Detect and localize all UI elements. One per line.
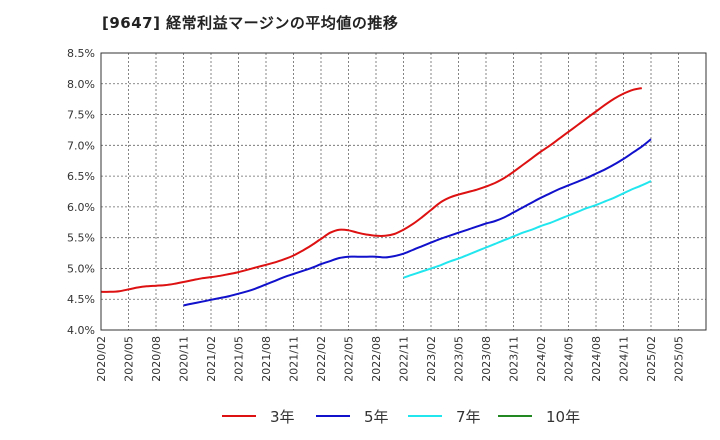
legend-label-5y: 5年 (364, 407, 389, 426)
y-tick-label: 8.5% (67, 47, 95, 60)
x-tick-label: 2023/05 (453, 336, 466, 382)
x-tick-label: 2022/02 (315, 336, 328, 382)
legend-swatch-7y (408, 415, 442, 417)
x-tick-label: 2020/05 (123, 336, 136, 382)
x-tick-label: 2021/02 (205, 336, 218, 382)
legend-label-3y: 3年 (270, 407, 295, 426)
grid (101, 52, 706, 331)
x-tick-label: 2024/05 (563, 336, 576, 382)
x-tick-label: 2023/11 (508, 336, 521, 382)
legend-item-5y: 5年 (316, 404, 389, 428)
series-line-1 (100, 87, 642, 293)
x-tick-label: 2021/11 (288, 336, 301, 382)
chart-title: [9647] 経常利益マージンの平均値の推移 (102, 14, 399, 32)
legend-item-7y: 7年 (408, 404, 481, 428)
x-tick-label: 2025/05 (673, 336, 686, 382)
plot-border (100, 52, 707, 331)
x-tick-label: 2024/11 (618, 336, 631, 382)
legend-swatch-10y (498, 415, 532, 417)
x-tick-label: 2020/11 (178, 336, 191, 382)
x-tick-label: 2021/08 (260, 336, 273, 382)
x-tick-label: 2022/05 (343, 336, 356, 382)
x-tick-label: 2023/02 (425, 336, 438, 382)
x-tick-label: 2024/02 (535, 336, 548, 382)
x-tick-label: 2021/05 (233, 336, 246, 382)
legend-item-3y: 3年 (222, 404, 295, 428)
y-tick-label: 8.0% (67, 78, 95, 91)
y-tick-label: 4.0% (67, 324, 95, 337)
legend-item-10y: 10年 (498, 404, 580, 428)
x-axis-ticks: 2020/02 2020/05 2020/08 2020/11 2021/02 2021/… (95, 336, 686, 382)
legend: 3年 5年 7年 10年 (0, 404, 720, 428)
y-tick-label: 6.5% (67, 170, 95, 183)
x-tick-label: 2020/08 (150, 336, 163, 382)
y-tick-label: 7.5% (67, 109, 95, 122)
legend-swatch-5y (316, 415, 350, 417)
x-tick-label: 2022/08 (370, 336, 383, 382)
x-tick-label: 2023/08 (480, 336, 493, 382)
legend-swatch-3y (222, 415, 256, 417)
legend-label-7y: 7年 (456, 407, 481, 426)
x-tick-label: 2024/08 (590, 336, 603, 382)
series-line-3 (403, 180, 652, 279)
y-tick-label: 5.0% (67, 262, 95, 275)
x-tick-label: 2020/02 (95, 336, 108, 382)
y-tick-label: 7.0% (67, 139, 95, 152)
legend-label-10y: 10年 (546, 407, 581, 426)
series-line-2 (183, 138, 652, 307)
x-tick-label: 2022/11 (398, 336, 411, 382)
y-axis-ticks: 8.5% 8.0% 7.5% 7.0% 6.5% 6.0% 5.5% 5.0% 4.5% 4.0% (67, 47, 95, 337)
y-tick-label: 4.5% (67, 293, 95, 306)
y-tick-label: 5.5% (67, 232, 95, 245)
series-lines (100, 87, 652, 307)
y-tick-label: 6.0% (67, 201, 95, 214)
x-tick-label: 2025/02 (645, 336, 658, 382)
